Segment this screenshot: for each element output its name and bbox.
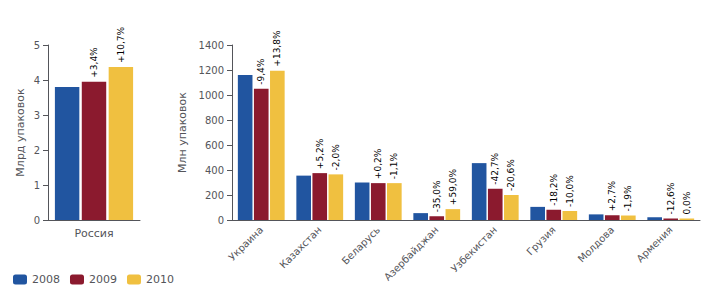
svg-text:2010: 2010 — [146, 273, 174, 286]
svg-text:Армения: Армения — [634, 224, 674, 264]
svg-text:0: 0 — [34, 215, 40, 226]
svg-text:800: 800 — [205, 115, 224, 126]
svg-text:+0,2%: +0,2% — [373, 148, 383, 179]
svg-text:-18,2%: -18,2% — [549, 173, 559, 205]
svg-text:4: 4 — [34, 75, 40, 86]
svg-text:2: 2 — [34, 145, 40, 156]
svg-text:+5,2%: +5,2% — [315, 138, 325, 169]
svg-text:-20,6%: -20,6% — [506, 159, 516, 191]
svg-text:1200: 1200 — [199, 65, 224, 76]
svg-text:Беларусь: Беларусь — [340, 224, 383, 267]
svg-text:Казахстан: Казахстан — [277, 224, 323, 270]
svg-text:-12,6%: -12,6% — [666, 182, 676, 214]
svg-text:Млрд упаковок: Млрд упаковок — [14, 88, 27, 177]
svg-text:-1,1%: -1,1% — [389, 153, 399, 180]
svg-text:-10,0%: -10,0% — [565, 175, 575, 207]
svg-text:5: 5 — [34, 40, 40, 51]
svg-text:1: 1 — [34, 180, 40, 191]
svg-text:-2,0%: -2,0% — [331, 144, 341, 171]
svg-text:Молдова: Молдова — [576, 224, 616, 264]
svg-text:Млн упаковок: Млн упаковок — [176, 92, 189, 173]
svg-text:+59,0%: +59,0% — [448, 169, 458, 206]
svg-text:Украина: Украина — [226, 224, 265, 263]
svg-text:2008: 2008 — [32, 273, 60, 286]
svg-text:Грузия: Грузия — [524, 224, 557, 257]
svg-text:1000: 1000 — [199, 90, 224, 101]
svg-text:0: 0 — [218, 215, 224, 226]
svg-text:-42,7%: -42,7% — [490, 152, 500, 184]
svg-text:Узбекистан: Узбекистан — [449, 224, 499, 274]
svg-text:Азербайджан: Азербайджан — [382, 224, 441, 283]
svg-text:+10,7%: +10,7% — [116, 26, 126, 63]
svg-text:-9,4%: -9,4% — [256, 58, 266, 85]
svg-text:3: 3 — [34, 110, 40, 121]
svg-text:+3,4%: +3,4% — [89, 47, 99, 78]
svg-text:-35,0%: -35,0% — [432, 180, 442, 212]
svg-text:1400: 1400 — [199, 40, 224, 51]
svg-text:-1,9%: -1,9% — [623, 185, 633, 212]
svg-text:+13,8%: +13,8% — [272, 30, 282, 67]
svg-text:+2,7%: +2,7% — [607, 180, 617, 211]
svg-text:600: 600 — [205, 140, 224, 151]
svg-text:200: 200 — [205, 190, 224, 201]
svg-text:2009: 2009 — [89, 273, 117, 286]
svg-text:400: 400 — [205, 165, 224, 176]
svg-text:0,0%: 0,0% — [682, 191, 692, 214]
svg-text:Россия: Россия — [74, 227, 113, 240]
